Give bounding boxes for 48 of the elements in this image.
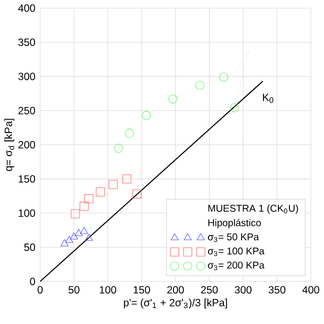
legend-label: σ$_{3}$= 50 KPa: [208, 233, 259, 242]
point: [65, 236, 74, 243]
y-axis-title: q= σ$_{d}$ [kPa]: [4, 118, 14, 172]
annotation: Hipoplástico: [208, 218, 261, 228]
point: [125, 128, 134, 138]
y-tick-label: 400: [18, 4, 36, 12]
point: [219, 72, 228, 82]
x-tick-label: 0: [38, 286, 43, 294]
legend-label: σ$_{3}$= 200 KPa: [208, 262, 264, 270]
y-tick-label: 100: [18, 209, 36, 217]
legend-label: σ$_{3}$= 100 KPa: [208, 248, 264, 256]
point: [230, 103, 239, 112]
x-tick-label: 250: [201, 286, 218, 294]
x-tick-label: 300: [234, 286, 252, 294]
y-tick-label: 300: [18, 72, 36, 80]
point: [84, 234, 93, 241]
point: [74, 229, 83, 236]
point: [114, 144, 124, 153]
line-series: [118, 50, 250, 148]
x-tick-label: 150: [134, 286, 150, 294]
y-tick-label: 50: [24, 244, 36, 252]
y-tick-label: 250: [18, 106, 36, 114]
x-tick-label: 50: [68, 286, 80, 294]
point: [84, 194, 94, 204]
point: [80, 227, 88, 234]
y-tick-label: 0: [30, 278, 36, 286]
annotation: K$_{0}$: [263, 94, 274, 104]
y-tick-label: 350: [18, 38, 36, 46]
point: [96, 188, 105, 196]
y-tick-label: 200: [18, 141, 36, 149]
y-tick-label: 150: [18, 175, 36, 183]
line-series: [75, 168, 142, 214]
point: [168, 94, 178, 104]
point: [70, 209, 80, 218]
point: [195, 80, 204, 90]
point: [108, 180, 118, 189]
point: [142, 110, 151, 120]
point: [60, 239, 68, 246]
x-tick-label: 100: [100, 286, 116, 294]
x-tick-label: 350: [268, 286, 286, 294]
point: [80, 202, 89, 211]
point: [122, 174, 132, 184]
point: [70, 232, 78, 240]
x-tick-label: 200: [167, 286, 184, 294]
x-tick-label: 400: [302, 286, 320, 294]
x-axis-title: p'= (σ'$_{1}$ + 2σ'$_{3}$)/3 [kPa]: [124, 298, 227, 308]
point: [132, 190, 142, 199]
legend-title: MUESTRA 1 (CK$_{0}$U): [208, 204, 298, 214]
